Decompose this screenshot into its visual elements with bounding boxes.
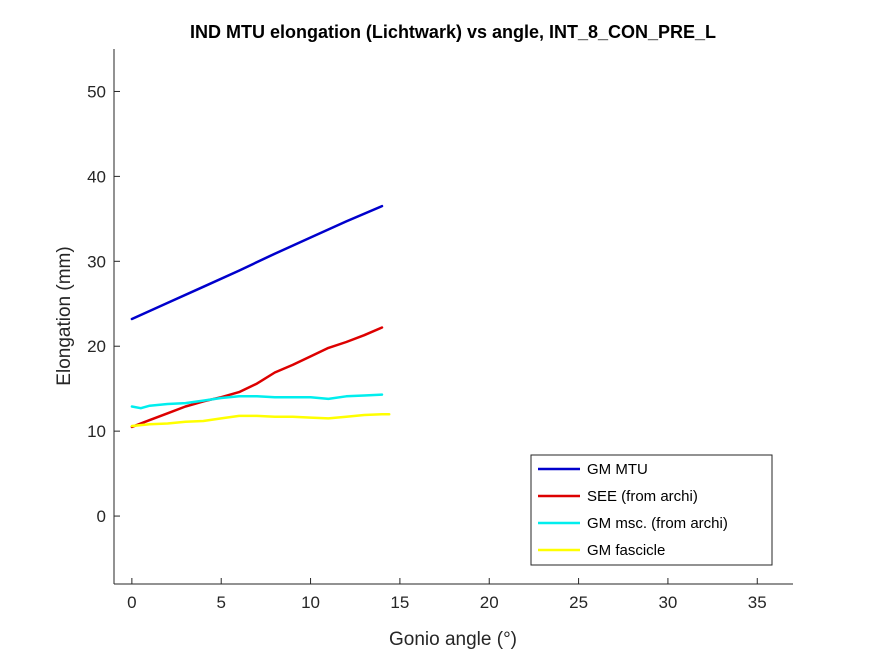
series-line-2 bbox=[130, 393, 384, 410]
x-tick-label: 10 bbox=[301, 593, 320, 612]
series-line-3 bbox=[130, 412, 391, 428]
y-tick-label: 50 bbox=[87, 82, 106, 101]
x-axis-label: Gonio angle (°) bbox=[389, 629, 517, 650]
axes bbox=[113, 49, 793, 585]
y-tick-label: 40 bbox=[87, 167, 106, 186]
series-line-0 bbox=[130, 204, 384, 321]
series-line-1 bbox=[130, 326, 384, 429]
x-tick-label: 15 bbox=[390, 593, 409, 612]
x-tick-label: 5 bbox=[216, 593, 225, 612]
legend-label: GM msc. (from archi) bbox=[587, 515, 728, 532]
x-tick-label: 25 bbox=[569, 593, 588, 612]
legend-box bbox=[530, 454, 773, 566]
y-ticks: 0 10 20 30 40 50 bbox=[87, 82, 120, 526]
y-tick-label: 20 bbox=[87, 337, 106, 356]
x-tick-label: 20 bbox=[480, 593, 499, 612]
chart-title: IND MTU elongation (Lichtwark) vs angle,… bbox=[190, 22, 716, 42]
legend-items: GM MTU SEE (from archi) GM msc. (from arch… bbox=[538, 461, 728, 559]
x-tick-label: 35 bbox=[748, 593, 767, 612]
x-tick-label: 0 bbox=[127, 593, 136, 612]
legend-label: GM MTU bbox=[587, 461, 648, 478]
y-tick-label: 0 bbox=[97, 507, 106, 526]
x-ticks: 0 5 10 15 20 25 30 35 bbox=[127, 578, 767, 612]
legend: GM MTU SEE (from archi) GM msc. (from arch… bbox=[530, 454, 773, 566]
legend-label: SEE (from archi) bbox=[587, 488, 698, 505]
legend-label: GM fascicle bbox=[587, 542, 665, 559]
y-tick-label: 30 bbox=[87, 252, 106, 271]
series-layer bbox=[130, 204, 391, 429]
x-tick-label: 30 bbox=[658, 593, 677, 612]
y-tick-label: 10 bbox=[87, 422, 106, 441]
y-axis-label: Elongation (mm) bbox=[54, 246, 75, 385]
